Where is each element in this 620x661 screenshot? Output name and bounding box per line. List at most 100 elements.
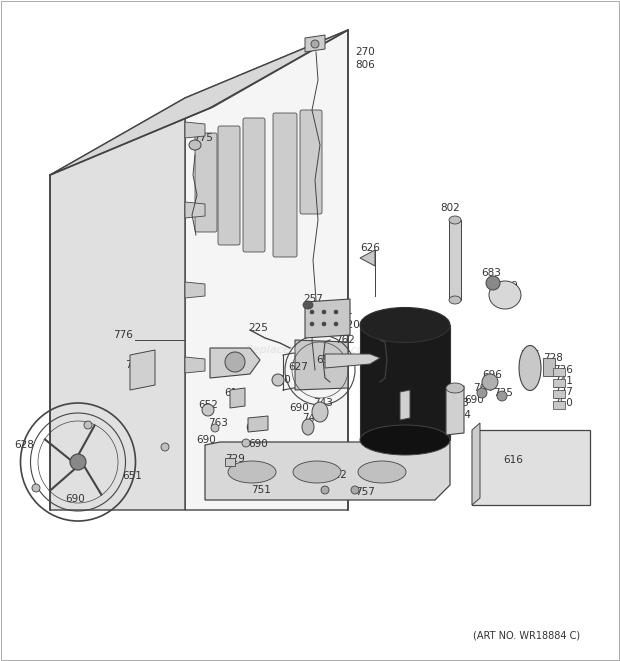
Text: 312: 312 [327,470,347,480]
Text: 690: 690 [248,439,268,449]
Polygon shape [360,250,375,266]
Ellipse shape [302,419,314,435]
Circle shape [497,391,507,401]
Text: 740: 740 [432,433,452,443]
Bar [553,368,565,376]
Ellipse shape [449,296,461,304]
Ellipse shape [489,281,521,309]
Text: 741: 741 [553,376,573,386]
Ellipse shape [312,402,328,422]
Circle shape [32,484,40,492]
Text: 725: 725 [520,350,540,360]
Ellipse shape [211,424,219,432]
Text: 733: 733 [449,398,469,408]
Bar [553,401,565,409]
Text: 806: 806 [355,60,374,70]
Bar [553,390,565,398]
Text: 765: 765 [402,391,422,401]
Text: 796: 796 [125,360,145,370]
Text: 257: 257 [303,294,323,304]
Text: 762: 762 [335,335,355,345]
Text: 720: 720 [340,320,360,330]
Text: 650: 650 [271,375,291,385]
Circle shape [477,388,487,398]
Text: 225: 225 [248,323,268,333]
Text: 801: 801 [333,306,353,316]
Text: 802: 802 [440,203,460,213]
Ellipse shape [358,461,406,483]
Circle shape [482,374,498,390]
Polygon shape [325,354,380,368]
Polygon shape [305,299,350,338]
Circle shape [334,310,338,314]
Ellipse shape [449,216,461,224]
Text: 734: 734 [451,410,471,420]
Text: 775: 775 [193,133,213,143]
Text: 270: 270 [355,47,374,57]
Text: 690: 690 [196,435,216,445]
Ellipse shape [311,40,319,48]
Circle shape [322,310,326,314]
Bar [553,379,565,387]
Polygon shape [50,30,348,175]
Text: 764: 764 [473,383,493,393]
Circle shape [161,443,169,451]
Polygon shape [50,98,185,510]
FancyBboxPatch shape [300,110,322,214]
Text: 690: 690 [464,395,484,405]
Polygon shape [449,220,461,300]
Ellipse shape [321,486,329,494]
Polygon shape [130,350,155,390]
Polygon shape [185,30,348,510]
Text: 626: 626 [360,243,380,253]
Ellipse shape [189,140,201,150]
Ellipse shape [303,301,313,309]
Text: ReplacementParts.com: ReplacementParts.com [246,345,374,355]
Ellipse shape [228,461,276,483]
Text: 690: 690 [289,403,309,413]
Polygon shape [305,35,325,52]
Polygon shape [210,348,260,378]
FancyBboxPatch shape [243,118,265,252]
Text: 751: 751 [251,485,271,495]
Bar [543,358,555,376]
Polygon shape [205,442,450,500]
Text: 737: 737 [553,387,573,397]
Circle shape [322,322,326,326]
Text: 614: 614 [224,388,244,398]
Text: 743: 743 [313,398,333,408]
Circle shape [242,439,250,447]
Polygon shape [185,357,205,373]
Polygon shape [472,430,590,505]
Ellipse shape [360,425,450,455]
Circle shape [272,374,284,386]
Text: 750: 750 [553,398,573,408]
Circle shape [310,322,314,326]
Circle shape [84,421,92,429]
Polygon shape [230,388,245,408]
Text: 763: 763 [208,418,228,428]
Polygon shape [295,340,348,390]
Polygon shape [400,390,410,420]
FancyBboxPatch shape [273,113,297,257]
Text: 735: 735 [493,388,513,398]
Circle shape [334,322,338,326]
Text: 651: 651 [122,471,142,481]
Text: 652: 652 [198,400,218,410]
Text: 618: 618 [245,423,265,433]
Polygon shape [185,282,205,298]
Text: 627: 627 [288,362,308,372]
Ellipse shape [360,307,450,342]
Text: 691: 691 [316,355,336,365]
Text: 749: 749 [498,281,518,291]
Text: 728: 728 [543,353,563,363]
Polygon shape [360,325,450,440]
Ellipse shape [293,461,341,483]
Text: 776: 776 [113,330,133,340]
Ellipse shape [351,486,359,494]
Circle shape [202,404,214,416]
Polygon shape [446,386,464,435]
FancyBboxPatch shape [218,126,240,245]
Text: 800: 800 [230,348,250,358]
FancyBboxPatch shape [195,133,217,232]
